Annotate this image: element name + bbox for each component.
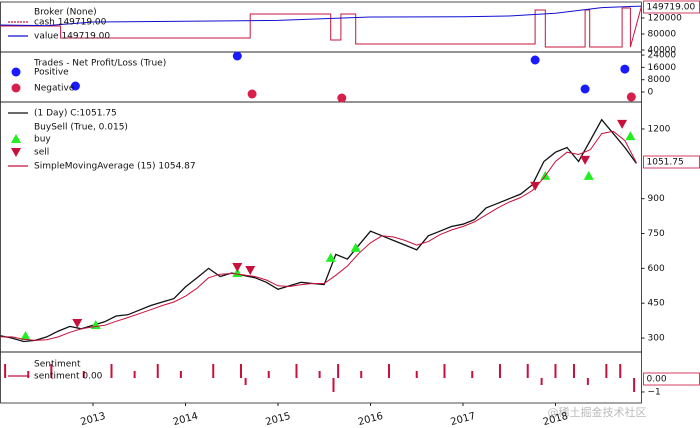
panel-frame [0,351,642,404]
legend-label: Negative [34,84,75,94]
last-value-label: 149719.00 [647,3,696,13]
bar [50,364,53,378]
bar [498,364,501,378]
bar [332,377,335,392]
series-line [0,130,637,341]
trade-dot [530,55,540,65]
buy-marker [350,242,361,252]
sell-marker [580,155,591,165]
x-tick-label: 2017 [449,411,476,428]
bar [212,364,215,378]
y-tick-label: 40000 [648,46,677,56]
bar [572,364,575,378]
bar [540,377,543,385]
y-tick-label: −1 [648,387,661,397]
bar [605,364,608,378]
bar [619,364,622,378]
legend-title: BuySell (True, 0.015) [34,123,128,133]
watermark: @稀土掘金技术社区 [548,405,647,419]
legend-label: SimpleMovingAverage (15) 1054.87 [34,162,196,172]
bar [239,364,242,378]
legend-label: sentiment 0.00 [34,372,103,382]
bar [337,364,340,378]
bar [471,371,474,378]
sell-marker [245,265,256,275]
legend-label: (1 Day) C:1051.75 [34,109,117,119]
panel-frame [0,101,642,353]
y-tick-label: 80000 [648,30,677,40]
series-line [0,5,642,48]
x-tick-label: 2015 [264,411,291,428]
trade-dot [247,89,257,99]
bar [415,371,418,378]
buy-marker [625,131,636,141]
x-tick-label: 2018 [542,411,569,428]
x-tick-label: 2014 [172,411,199,428]
trade-dot [620,64,630,74]
legend-label: Positive [34,68,69,78]
bar [4,364,7,378]
y-tick-label: 900 [648,194,665,204]
y-tick-label: 120000 [648,14,683,24]
bar [443,364,446,378]
y-tick-label: 750 [648,229,665,239]
bar [110,364,113,378]
y-tick-label: 24000 [648,51,677,61]
buy-marker [325,252,336,262]
buy-marker [583,170,594,180]
legend-swatch [11,148,21,157]
x-tick-label: 2013 [79,411,106,428]
sell-marker [72,318,83,328]
y-tick-label: 450 [648,299,665,309]
sell-marker [617,119,628,129]
legend-swatch [11,67,21,77]
legend-swatch [11,83,21,93]
y-tick-label: 300 [648,334,665,344]
legend-label: buy [34,135,51,145]
bar [133,371,136,378]
bar [526,364,529,378]
legend-label: sell [34,148,49,158]
bar [633,377,636,392]
x-tick-label: 2016 [357,411,384,428]
last-value-label: 0.00 [647,375,667,385]
bar [318,371,321,378]
bar [82,371,85,378]
y-tick-label: 16000 [648,63,677,73]
y-tick-label: 1200 [648,124,671,134]
legend-title: Broker (None) [34,8,97,18]
buy-marker [90,320,101,330]
buy-marker [20,330,31,340]
bar [295,364,298,378]
bar [554,364,557,378]
bar [244,377,247,385]
y-tick-label: 600 [648,264,665,274]
y-tick-label: 0 [648,88,654,98]
bar [387,364,390,378]
bar [586,377,589,385]
last-value-label: 1051.75 [647,158,684,168]
legend-label: value 149719.00 [34,32,110,42]
bar [156,364,159,378]
series-line [0,5,642,27]
bar [27,371,30,378]
trade-dot [337,93,347,103]
series-line [0,118,637,343]
trade-dot [626,92,636,102]
legend-label: cash 149719.00 [34,18,107,28]
trade-dot [232,51,242,61]
legend-title: Sentiment [34,360,81,370]
sell-marker [232,262,243,272]
y-tick-label: 8000 [648,75,671,85]
bar [360,371,363,378]
trade-dot [580,84,590,94]
bar [179,371,182,378]
trade-dot [70,81,80,91]
legend-swatch [11,134,21,143]
bar [267,371,270,378]
legend-title: Trades - Net Profit/Loss (True) [33,59,166,69]
